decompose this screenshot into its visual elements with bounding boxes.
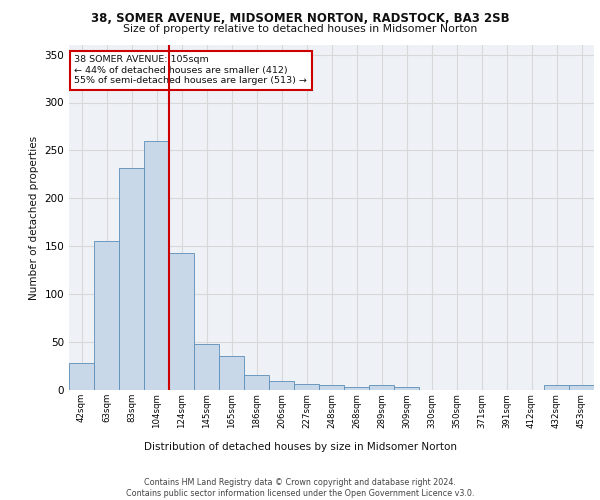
Bar bbox=[69, 363, 94, 390]
Bar bbox=[294, 384, 319, 390]
Bar bbox=[169, 253, 194, 390]
Text: Distribution of detached houses by size in Midsomer Norton: Distribution of detached houses by size … bbox=[143, 442, 457, 452]
Bar bbox=[369, 385, 394, 390]
Text: 38 SOMER AVENUE: 105sqm
← 44% of detached houses are smaller (412)
55% of semi-d: 38 SOMER AVENUE: 105sqm ← 44% of detache… bbox=[74, 56, 307, 85]
Bar bbox=[244, 374, 269, 390]
Text: 38, SOMER AVENUE, MIDSOMER NORTON, RADSTOCK, BA3 2SB: 38, SOMER AVENUE, MIDSOMER NORTON, RADST… bbox=[91, 12, 509, 26]
Bar bbox=[319, 385, 344, 390]
Bar bbox=[394, 387, 419, 390]
Bar bbox=[144, 141, 169, 390]
Bar bbox=[119, 168, 144, 390]
Text: Contains HM Land Registry data © Crown copyright and database right 2024.
Contai: Contains HM Land Registry data © Crown c… bbox=[126, 478, 474, 498]
Bar bbox=[344, 387, 369, 390]
Text: Size of property relative to detached houses in Midsomer Norton: Size of property relative to detached ho… bbox=[123, 24, 477, 34]
Y-axis label: Number of detached properties: Number of detached properties bbox=[29, 136, 39, 300]
Bar bbox=[194, 344, 219, 390]
Bar bbox=[94, 242, 119, 390]
Bar bbox=[269, 382, 294, 390]
Bar bbox=[569, 385, 594, 390]
Bar bbox=[219, 356, 244, 390]
Bar bbox=[544, 385, 569, 390]
